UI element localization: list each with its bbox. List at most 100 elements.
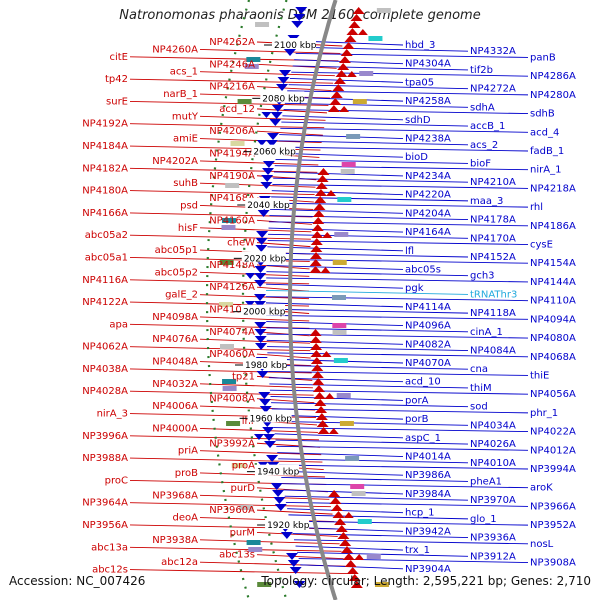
gene-connector-left <box>256 286 310 292</box>
reverse-gene-mark <box>254 336 267 343</box>
gene-label-right: NP4286A <box>530 71 576 82</box>
gene-label-left: NP4076A <box>152 334 198 345</box>
gene-connector-right <box>266 333 529 339</box>
gene-label-right: nosL <box>530 539 554 550</box>
gene-label-left: proC <box>105 475 128 486</box>
reverse-gene-mark <box>261 112 272 118</box>
gene-label-left: NP4038A <box>82 364 128 375</box>
gene-connector-right <box>275 159 469 164</box>
gene-label-right: tif2b <box>470 65 493 76</box>
gene-label-right: lfl <box>405 246 414 257</box>
scale-tick-label: 2020 kbp <box>244 254 287 264</box>
gene-label-right: fadB_1 <box>530 146 564 157</box>
gene-connector-right <box>271 408 529 414</box>
reverse-gene-mark <box>256 231 269 238</box>
gene-label-left: galE_2 <box>165 290 198 301</box>
gene-connector-right <box>268 233 469 239</box>
gene-connector-right <box>282 115 404 121</box>
gene-function-box <box>333 358 348 363</box>
forward-gene-mark <box>342 42 355 49</box>
scale-tick-label-bg <box>260 91 305 103</box>
gene-connector-left <box>129 368 312 374</box>
reverse-gene-mark <box>271 105 284 112</box>
gene-function-box <box>239 505 254 510</box>
forward-gene-mark <box>315 182 328 189</box>
gene-label-left: NP3956A <box>82 520 128 531</box>
gene-connector-right <box>268 377 404 383</box>
gene-connector-right <box>278 458 469 464</box>
gene-label-left: suhB <box>173 178 198 189</box>
gene-connector-right <box>269 208 404 214</box>
scale-tick-label-bg <box>272 38 317 49</box>
forward-gene-mark <box>316 420 329 427</box>
gene-connector-left <box>129 457 323 463</box>
reverse-gene-mark <box>263 434 276 441</box>
gene-function-box <box>222 379 237 384</box>
gene-connector-right <box>279 464 529 470</box>
gene-label-right: glo_1 <box>470 514 497 525</box>
forward-gene-mark <box>312 385 325 392</box>
scale-tick-label: 2080 kbp <box>262 94 305 104</box>
reverse-gene-mark <box>276 84 289 91</box>
gene-label-left: NP4184A <box>82 141 128 152</box>
gene-label-left: abc05a2 <box>85 230 128 241</box>
gene-label-right: panB <box>530 52 556 63</box>
reverse-gene-mark <box>267 133 280 140</box>
gene-connector-right <box>283 489 404 495</box>
gene-function-box <box>219 302 234 307</box>
gene-function-box <box>350 484 365 489</box>
gc-content-arc <box>241 0 288 600</box>
gene-connector-right <box>268 371 529 376</box>
gene-connector-right <box>278 140 469 146</box>
gene-label-right: NP4204A <box>405 208 451 219</box>
reverse-gene-mark <box>287 560 300 567</box>
reverse-gene-mark <box>262 427 275 434</box>
forward-gene-mark <box>315 413 328 420</box>
gene-label-right: abc05s <box>405 264 441 275</box>
gene-label-right: NP4080A <box>530 333 576 344</box>
gene-label-right: thiM <box>470 383 492 394</box>
scale-tick-label: 2060 kbp <box>253 148 296 158</box>
gene-function-box <box>368 36 383 41</box>
gene-label-right: NP4094A <box>530 314 576 325</box>
gene-label-left: NP4148A <box>209 260 255 271</box>
forward-gene-mark <box>310 343 323 350</box>
gene-label-right: NP4096A <box>405 321 451 332</box>
forward-gene-mark <box>327 105 340 112</box>
gene-connector-right <box>280 127 529 133</box>
gene-label-right: NP3994A <box>530 464 576 475</box>
reverse-gene-mark <box>256 371 269 378</box>
gene-label-left: abc13s <box>219 550 255 561</box>
gene-connector-right <box>270 395 404 401</box>
gene-label-left: priA <box>178 446 198 457</box>
gene-label-right: porA <box>405 395 429 406</box>
gene-connector-left <box>129 279 310 285</box>
gene-label-left: citE <box>109 52 128 63</box>
gene-label-right: sdhA <box>470 102 495 113</box>
gene-function-box <box>225 183 240 188</box>
gene-label-right: acd_10 <box>405 377 441 388</box>
reverse-gene-mark <box>284 49 297 56</box>
reverse-gene-mark <box>265 140 278 147</box>
gene-label-right: NP4154A <box>530 258 576 269</box>
reverse-gene-mark <box>254 322 267 329</box>
gene-label-right: NP4012A <box>530 445 576 456</box>
gene-connector-right <box>288 84 469 90</box>
forward-gene-mark <box>342 553 355 560</box>
gene-label-left: NP4098A <box>152 312 198 323</box>
gene-label-left: NP4182A <box>82 163 128 174</box>
gene-label-right: NP4304A <box>405 59 451 70</box>
gene-label-right: NP4110A <box>530 296 576 307</box>
gene-connector-right <box>289 520 529 526</box>
gene-label-left: NP4122A <box>82 297 128 308</box>
gene-connector-left <box>129 435 319 441</box>
forward-gene-mark <box>309 259 322 266</box>
gene-label-right: NP4220A <box>405 190 451 201</box>
forward-gene-mark <box>311 371 324 378</box>
forward-gene-mark <box>316 175 329 182</box>
scale-tick-label: 2040 kbp <box>247 201 290 211</box>
forward-gene-mark <box>310 245 323 252</box>
forward-gene-mark <box>337 63 350 70</box>
gene-label-right: NP4068A <box>530 352 576 363</box>
